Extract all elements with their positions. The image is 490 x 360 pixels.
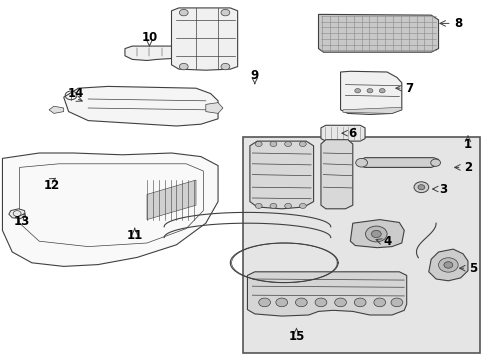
Circle shape <box>391 298 403 307</box>
Text: 15: 15 <box>288 330 305 343</box>
Circle shape <box>255 141 262 147</box>
Circle shape <box>285 141 292 147</box>
Text: 5: 5 <box>469 262 477 275</box>
Circle shape <box>221 9 230 16</box>
Circle shape <box>315 298 327 307</box>
Polygon shape <box>64 86 218 126</box>
Circle shape <box>270 203 277 208</box>
Text: 8: 8 <box>454 17 462 30</box>
Circle shape <box>354 298 366 307</box>
Polygon shape <box>350 220 404 248</box>
Polygon shape <box>247 272 407 316</box>
Polygon shape <box>250 141 314 209</box>
Text: 14: 14 <box>68 87 84 100</box>
Circle shape <box>259 298 270 307</box>
Circle shape <box>270 141 277 147</box>
Circle shape <box>414 182 429 193</box>
Polygon shape <box>172 8 238 70</box>
Polygon shape <box>341 71 402 114</box>
Circle shape <box>255 203 262 208</box>
Polygon shape <box>9 209 25 219</box>
Text: 6: 6 <box>349 127 357 140</box>
Circle shape <box>366 226 387 242</box>
Circle shape <box>379 89 385 93</box>
Text: 4: 4 <box>383 235 391 248</box>
Text: 1: 1 <box>464 138 472 150</box>
FancyBboxPatch shape <box>243 137 480 353</box>
Polygon shape <box>49 106 64 113</box>
Circle shape <box>439 258 458 272</box>
Polygon shape <box>321 125 365 141</box>
Circle shape <box>179 63 188 70</box>
Circle shape <box>371 230 381 238</box>
Polygon shape <box>343 107 402 113</box>
Circle shape <box>295 298 307 307</box>
Circle shape <box>276 298 288 307</box>
Polygon shape <box>429 249 468 281</box>
Circle shape <box>355 89 361 93</box>
Circle shape <box>444 262 453 268</box>
Polygon shape <box>147 180 196 220</box>
Polygon shape <box>2 153 218 266</box>
Circle shape <box>367 89 373 93</box>
Polygon shape <box>206 103 223 113</box>
Circle shape <box>299 141 306 147</box>
Polygon shape <box>360 158 439 167</box>
Text: 12: 12 <box>43 179 60 192</box>
Circle shape <box>335 298 346 307</box>
Circle shape <box>179 9 188 16</box>
Text: 7: 7 <box>405 82 413 95</box>
Circle shape <box>285 203 292 208</box>
Text: 3: 3 <box>440 183 447 195</box>
Circle shape <box>356 158 368 167</box>
Text: 2: 2 <box>464 161 472 174</box>
Text: 13: 13 <box>14 215 30 228</box>
Circle shape <box>299 203 306 208</box>
Circle shape <box>418 185 425 190</box>
Circle shape <box>374 298 386 307</box>
Text: 9: 9 <box>251 69 259 82</box>
Text: 11: 11 <box>126 229 143 242</box>
Polygon shape <box>125 46 218 60</box>
Circle shape <box>431 159 441 166</box>
Polygon shape <box>321 140 353 209</box>
Circle shape <box>221 63 230 70</box>
Text: 10: 10 <box>141 31 158 44</box>
Polygon shape <box>318 14 439 52</box>
